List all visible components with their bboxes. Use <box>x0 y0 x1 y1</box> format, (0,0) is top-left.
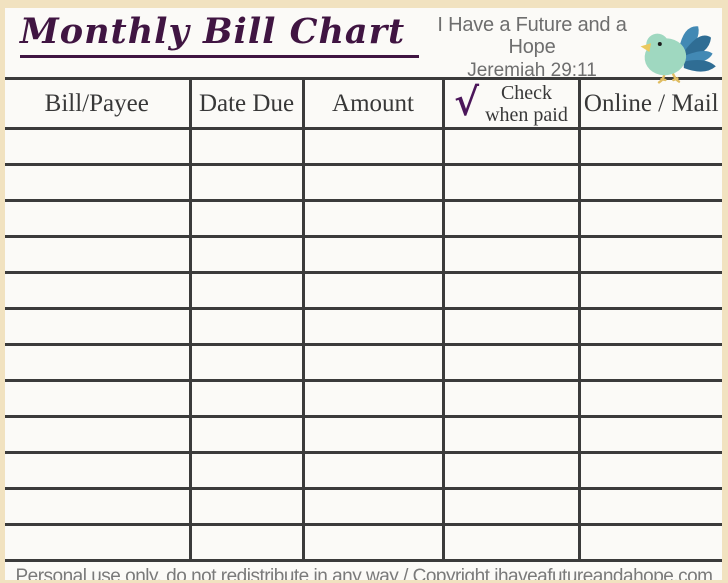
check-when-paid-cell <box>441 307 581 346</box>
bill-row <box>5 523 722 562</box>
date-due-cell <box>188 235 305 274</box>
amount-cell <box>301 487 445 526</box>
check-when-paid-cell <box>441 199 581 238</box>
amount-cell <box>301 235 445 274</box>
online-mail-cell <box>577 271 722 310</box>
bill-payee-cell <box>5 127 192 166</box>
bill-row <box>5 451 722 490</box>
check-when-paid-cell <box>441 127 581 166</box>
bill-row <box>5 379 722 418</box>
bill-table: Bill/Payee Date Due Amount √ Check when … <box>5 77 722 562</box>
bill-rows <box>5 127 722 562</box>
tagline-verse: Jeremiah 29:11 <box>467 60 597 81</box>
date-due-cell <box>188 163 305 202</box>
column-header-bill-payee: Bill/Payee <box>5 77 192 130</box>
online-mail-cell <box>577 199 722 238</box>
amount-cell <box>301 415 445 454</box>
check-label-line2: when paid <box>485 103 568 126</box>
bill-payee-cell <box>5 451 192 490</box>
bill-row <box>5 343 722 382</box>
date-due-cell <box>188 199 305 238</box>
amount-cell <box>301 163 445 202</box>
date-due-cell <box>188 343 305 382</box>
header-row: Bill/Payee Date Due Amount √ Check when … <box>5 77 722 130</box>
amount-cell <box>301 271 445 310</box>
check-when-paid-cell <box>441 451 581 490</box>
bill-payee-cell <box>5 307 192 346</box>
bill-payee-cell <box>5 415 192 454</box>
bill-payee-cell <box>5 271 192 310</box>
bill-payee-cell <box>5 379 192 418</box>
online-mail-cell <box>577 451 722 490</box>
date-due-cell <box>188 451 305 490</box>
date-due-cell <box>188 127 305 166</box>
bill-row <box>5 307 722 346</box>
bill-row <box>5 415 722 454</box>
bill-row <box>5 271 722 310</box>
tagline-line1: I Have a Future and a Hope <box>437 14 627 58</box>
column-header-date-due: Date Due <box>188 77 305 130</box>
check-when-paid-cell <box>441 271 581 310</box>
date-due-cell <box>188 271 305 310</box>
check-when-paid-cell <box>441 415 581 454</box>
bill-payee-cell <box>5 163 192 202</box>
tagline: I Have a Future and a Hope Jeremiah 29:1… <box>412 14 652 82</box>
amount-cell <box>301 523 445 562</box>
bill-row <box>5 235 722 274</box>
check-when-paid-cell <box>441 343 581 382</box>
amount-cell <box>301 307 445 346</box>
date-due-cell <box>188 307 305 346</box>
online-mail-cell <box>577 415 722 454</box>
copyright-footer: Personal use only, do not redistribute i… <box>15 566 713 583</box>
online-mail-cell <box>577 307 722 346</box>
bill-payee-cell <box>5 199 192 238</box>
online-mail-cell <box>577 523 722 562</box>
online-mail-cell <box>577 379 722 418</box>
bill-row <box>5 199 722 238</box>
bluebird-icon <box>640 26 716 84</box>
bill-row <box>5 487 722 526</box>
bill-payee-cell <box>5 343 192 382</box>
check-when-paid-cell <box>441 523 581 562</box>
column-header-check-when-paid: √ Check when paid <box>441 77 581 130</box>
bill-payee-cell <box>5 235 192 274</box>
date-due-cell <box>188 415 305 454</box>
check-when-paid-cell <box>441 487 581 526</box>
amount-cell <box>301 127 445 166</box>
check-label-line1: Check <box>500 81 553 104</box>
check-when-paid-cell <box>441 235 581 274</box>
online-mail-cell <box>577 163 722 202</box>
bill-row <box>5 127 722 166</box>
date-due-cell <box>188 379 305 418</box>
online-mail-cell <box>577 235 722 274</box>
amount-cell <box>301 343 445 382</box>
amount-cell <box>301 451 445 490</box>
online-mail-cell <box>577 127 722 166</box>
date-due-cell <box>188 487 305 526</box>
check-when-paid-cell <box>441 163 581 202</box>
amount-cell <box>301 379 445 418</box>
bill-row <box>5 163 722 202</box>
check-when-paid-cell <box>441 379 581 418</box>
online-mail-cell <box>577 487 722 526</box>
bill-payee-cell <box>5 523 192 562</box>
date-due-cell <box>188 523 305 562</box>
page-title: Monthly Bill Chart <box>20 12 420 58</box>
checkmark-icon: √ <box>454 78 480 124</box>
online-mail-cell <box>577 343 722 382</box>
amount-cell <box>301 199 445 238</box>
column-header-amount: Amount <box>301 77 445 130</box>
column-header-online-mail: Online / Mail <box>577 77 722 130</box>
bill-payee-cell <box>5 487 192 526</box>
